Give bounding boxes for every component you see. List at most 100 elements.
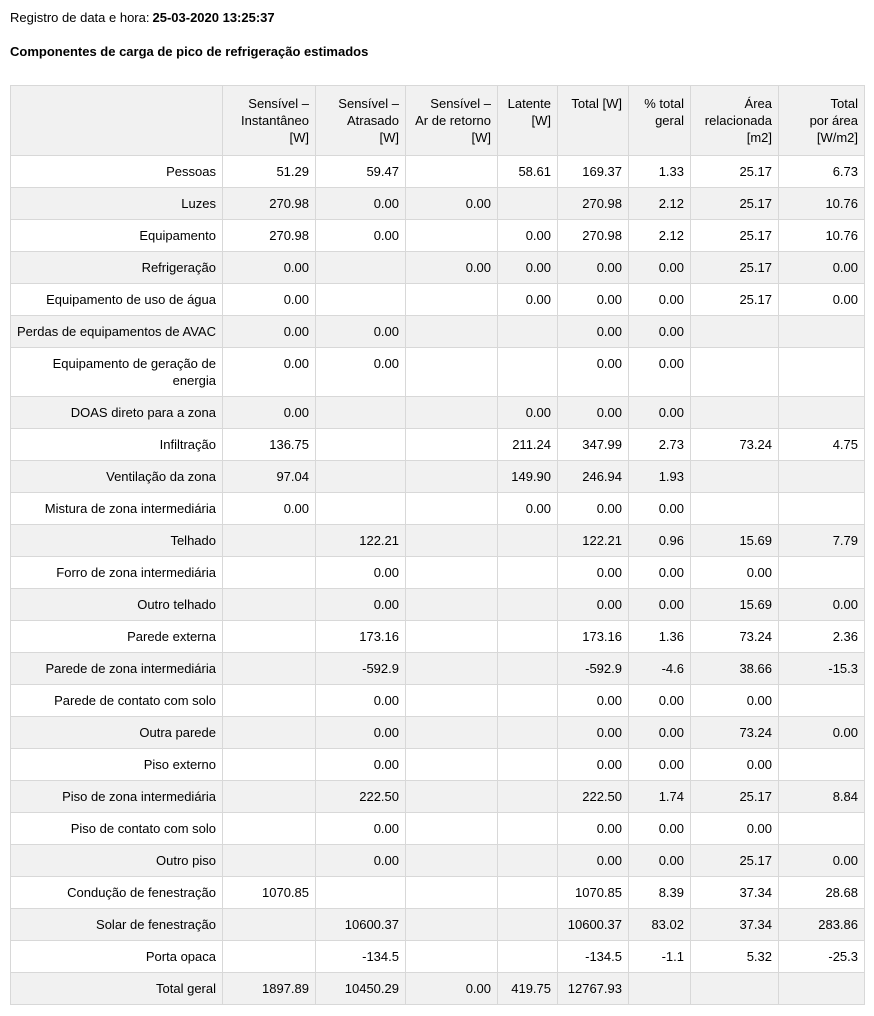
value-cell: 122.21 <box>557 524 629 557</box>
value-cell <box>315 876 406 909</box>
value-cell: 0.00 <box>628 283 691 316</box>
value-cell <box>690 460 779 493</box>
value-cell <box>315 460 406 493</box>
cooling-load-components-table: Sensível – Instantâneo [W] Sensível – Atr… <box>10 85 865 1005</box>
value-cell <box>405 716 498 749</box>
value-cell <box>222 620 316 653</box>
value-cell <box>778 972 865 1005</box>
table-row: Piso de contato com solo 0.00 0.00 0.00 0.00 <box>10 812 865 845</box>
value-cell <box>405 556 498 589</box>
value-cell: 2.12 <box>628 187 691 220</box>
value-cell: 12767.93 <box>557 972 629 1005</box>
value-cell <box>497 620 558 653</box>
value-cell: 73.24 <box>690 716 779 749</box>
value-cell <box>405 347 498 397</box>
value-cell <box>405 620 498 653</box>
value-cell: 0.00 <box>315 556 406 589</box>
value-cell <box>222 716 316 749</box>
value-cell <box>222 524 316 557</box>
value-cell: 1.33 <box>628 155 691 188</box>
value-cell: 0.00 <box>628 588 691 621</box>
value-cell <box>497 347 558 397</box>
column-header: Sensível – Atrasado [W] <box>315 85 406 156</box>
value-cell: 0.00 <box>222 251 316 284</box>
value-cell: 2.12 <box>628 219 691 252</box>
table-row: Piso de zona intermediária 222.50 222.50 1.… <box>10 780 865 813</box>
value-cell: 7.79 <box>778 524 865 557</box>
value-cell: 8.39 <box>628 876 691 909</box>
row-label: Mistura de zona intermediária <box>10 492 223 525</box>
value-cell <box>405 812 498 845</box>
value-cell: 0.00 <box>222 396 316 429</box>
value-cell: 270.98 <box>557 219 629 252</box>
row-label: DOAS direto para a zona <box>10 396 223 429</box>
value-cell <box>405 908 498 941</box>
value-cell <box>497 780 558 813</box>
value-cell <box>497 187 558 220</box>
value-cell: 0.00 <box>315 219 406 252</box>
value-cell: 1.74 <box>628 780 691 813</box>
page-title: Componentes de carga de pico de refriger… <box>10 44 369 59</box>
value-cell: 0.00 <box>315 844 406 877</box>
value-cell <box>690 347 779 397</box>
value-cell <box>690 315 779 348</box>
table-head: Sensível – Instantâneo [W] Sensível – Atr… <box>10 85 865 156</box>
table-row: Infiltração 136.75 211.24 347.99 2.73 73.24 4.… <box>10 428 865 461</box>
value-cell <box>497 844 558 877</box>
value-cell: 25.17 <box>690 780 779 813</box>
value-cell: 0.00 <box>222 347 316 397</box>
value-cell: 419.75 <box>497 972 558 1005</box>
value-cell <box>405 684 498 717</box>
value-cell <box>690 396 779 429</box>
row-label: Equipamento de geração de energia <box>10 347 223 397</box>
table-row: Parede de contato com solo 0.00 0.00 0.00 0.… <box>10 684 865 717</box>
value-cell: 0.00 <box>405 187 498 220</box>
value-cell: 0.00 <box>690 748 779 781</box>
value-cell <box>405 492 498 525</box>
value-cell <box>778 748 865 781</box>
value-cell <box>405 396 498 429</box>
column-header: Área relacionada [m2] <box>690 85 779 156</box>
row-label: Parede de contato com solo <box>10 684 223 717</box>
timestamp-label: Registro de data e hora: <box>10 10 150 25</box>
table-row: Parede de zona intermediária -592.9 -592.9… <box>10 652 865 685</box>
value-cell: -592.9 <box>557 652 629 685</box>
value-cell <box>690 972 779 1005</box>
value-cell: 8.84 <box>778 780 865 813</box>
value-cell: -15.3 <box>778 652 865 685</box>
value-cell: 4.75 <box>778 428 865 461</box>
value-cell <box>497 652 558 685</box>
value-cell <box>778 492 865 525</box>
value-cell: 0.00 <box>315 684 406 717</box>
column-header: Total [W] <box>557 85 629 156</box>
value-cell: 0.00 <box>778 844 865 877</box>
value-cell: 122.21 <box>315 524 406 557</box>
table-row: Outro piso 0.00 0.00 0.00 25.17 0.00 <box>10 844 865 877</box>
value-cell: 97.04 <box>222 460 316 493</box>
value-cell <box>628 972 691 1005</box>
value-cell <box>315 283 406 316</box>
row-label: Telhado <box>10 524 223 557</box>
row-label: Ventilação da zona <box>10 460 223 493</box>
value-cell: 211.24 <box>497 428 558 461</box>
column-header: Sensível – Instantâneo [W] <box>222 85 316 156</box>
value-cell <box>222 844 316 877</box>
value-cell <box>222 780 316 813</box>
table-row: Porta opaca -134.5 -134.5 -1.1 5.32 -25.3 <box>10 940 865 973</box>
value-cell <box>405 844 498 877</box>
value-cell: 0.00 <box>778 716 865 749</box>
value-cell: 1.93 <box>628 460 691 493</box>
value-cell <box>405 780 498 813</box>
value-cell <box>222 652 316 685</box>
value-cell: 0.00 <box>222 283 316 316</box>
value-cell: 0.00 <box>557 844 629 877</box>
table-row: Total geral 1897.89 10450.29 0.00 419.75 1276… <box>10 972 865 1005</box>
value-cell: 0.00 <box>628 684 691 717</box>
value-cell <box>778 347 865 397</box>
value-cell <box>405 652 498 685</box>
value-cell: 0.00 <box>222 315 316 348</box>
value-cell: 25.17 <box>690 844 779 877</box>
value-cell: 222.50 <box>315 780 406 813</box>
value-cell <box>497 876 558 909</box>
value-cell <box>222 556 316 589</box>
